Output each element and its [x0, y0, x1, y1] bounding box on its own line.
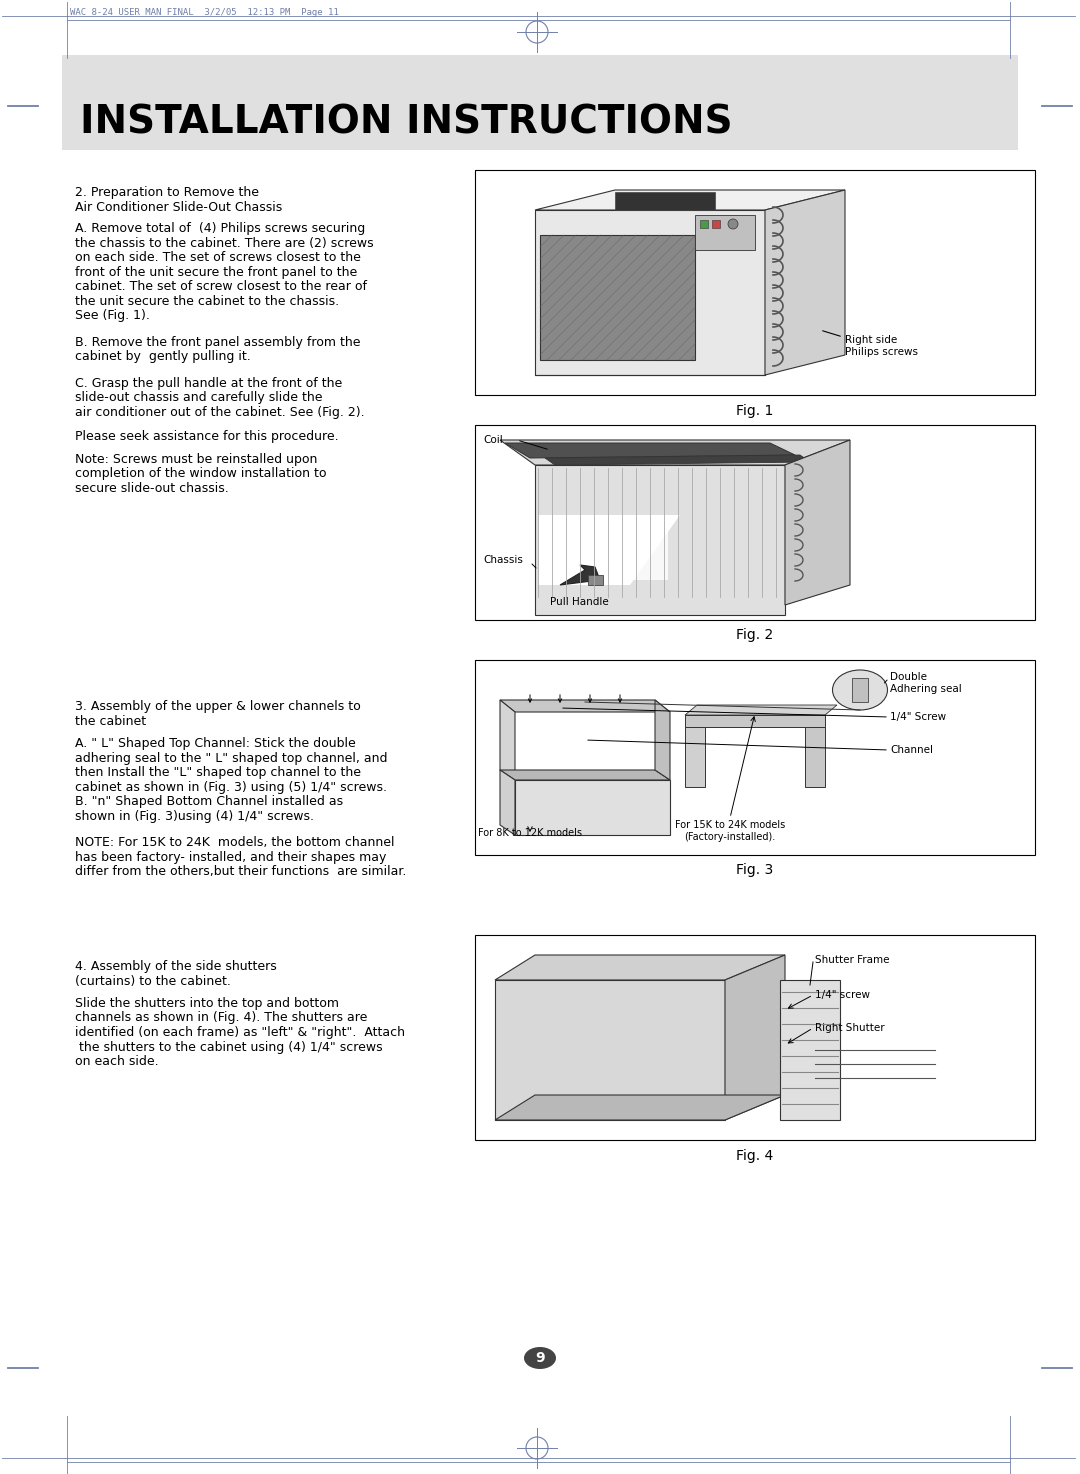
Bar — [805, 727, 825, 787]
Circle shape — [728, 220, 738, 228]
Text: completion of the window installation to: completion of the window installation to — [75, 467, 326, 481]
Text: Right Shutter: Right Shutter — [815, 1023, 885, 1033]
Polygon shape — [500, 769, 670, 780]
Text: Chassis: Chassis — [483, 556, 523, 565]
Polygon shape — [685, 705, 837, 715]
Polygon shape — [725, 955, 785, 1120]
Text: Right side
Philips screws: Right side Philips screws — [845, 335, 918, 357]
Text: (curtains) to the cabinet.: (curtains) to the cabinet. — [75, 974, 231, 988]
Text: A. Remove total of  (4) Philips screws securing: A. Remove total of (4) Philips screws se… — [75, 223, 365, 234]
Text: identified (on each frame) as "left" & "right".  Attach: identified (on each frame) as "left" & "… — [75, 1026, 405, 1039]
Text: 4. Assembly of the side shutters: 4. Assembly of the side shutters — [75, 960, 276, 973]
Text: Air Conditioner Slide-Out Chassis: Air Conditioner Slide-Out Chassis — [75, 200, 282, 214]
Text: air conditioner out of the cabinet. See (Fig. 2).: air conditioner out of the cabinet. See … — [75, 405, 365, 419]
Text: cabinet as shown in (Fig. 3) using (5) 1/4" screws.: cabinet as shown in (Fig. 3) using (5) 1… — [75, 781, 387, 793]
Text: 3. Assembly of the upper & lower channels to: 3. Assembly of the upper & lower channel… — [75, 700, 361, 713]
Text: secure slide-out chassis.: secure slide-out chassis. — [75, 482, 229, 494]
Text: For 8K to 12K models: For 8K to 12K models — [478, 828, 582, 839]
Polygon shape — [654, 700, 670, 780]
Bar — [535, 464, 785, 615]
Text: WAC 8-24 USER MAN FINAL  3/2/05  12:13 PM  Page 11: WAC 8-24 USER MAN FINAL 3/2/05 12:13 PM … — [70, 7, 339, 16]
Polygon shape — [495, 1095, 785, 1120]
Text: Channel: Channel — [890, 744, 933, 755]
Text: NOTE: For 15K to 24K  models, the bottom channel: NOTE: For 15K to 24K models, the bottom … — [75, 836, 394, 849]
Bar — [475, 935, 1035, 1139]
Bar — [540, 234, 696, 360]
Text: Fig. 1: Fig. 1 — [737, 404, 773, 419]
Text: adhering seal to the " L" shaped top channel, and: adhering seal to the " L" shaped top cha… — [75, 752, 388, 765]
Text: See (Fig. 1).: See (Fig. 1). — [75, 310, 150, 321]
Bar — [538, 520, 669, 579]
Text: the chassis to the cabinet. There are (2) screws: the chassis to the cabinet. There are (2… — [75, 236, 374, 249]
Polygon shape — [538, 514, 680, 585]
Polygon shape — [500, 769, 515, 834]
Bar — [62, 55, 1018, 150]
Bar — [780, 980, 840, 1120]
Polygon shape — [495, 955, 785, 980]
Text: on each side. The set of screws closest to the: on each side. The set of screws closest … — [75, 251, 361, 264]
Text: then Install the "L" shaped top channel to the: then Install the "L" shaped top channel … — [75, 766, 361, 778]
Text: cabinet. The set of screw closest to the rear of: cabinet. The set of screw closest to the… — [75, 280, 367, 293]
Text: Double
Adhering seal: Double Adhering seal — [890, 672, 962, 694]
Bar — [685, 715, 825, 727]
Bar — [696, 215, 755, 251]
Text: Pull Handle: Pull Handle — [550, 597, 609, 607]
Text: has been factory- installed, and their shapes may: has been factory- installed, and their s… — [75, 850, 387, 864]
Text: cabinet by  gently pulling it.: cabinet by gently pulling it. — [75, 349, 251, 363]
Bar — [685, 727, 705, 787]
Text: channels as shown in (Fig. 4). The shutters are: channels as shown in (Fig. 4). The shutt… — [75, 1011, 367, 1024]
Bar — [535, 209, 765, 374]
Bar — [475, 660, 1035, 855]
Text: the shutters to the cabinet using (4) 1/4" screws: the shutters to the cabinet using (4) 1/… — [75, 1041, 382, 1054]
Bar — [700, 220, 708, 228]
Text: B. "n" Shaped Bottom Channel installed as: B. "n" Shaped Bottom Channel installed a… — [75, 794, 343, 808]
Polygon shape — [515, 780, 670, 834]
Bar — [495, 980, 725, 1120]
Bar — [588, 575, 603, 585]
Text: A. " L" Shaped Top Channel: Stick the double: A. " L" Shaped Top Channel: Stick the do… — [75, 737, 355, 750]
Text: C. Grasp the pull handle at the front of the: C. Grasp the pull handle at the front of… — [75, 376, 342, 389]
Text: 1/4" Screw: 1/4" Screw — [890, 712, 946, 722]
Bar — [712, 220, 720, 228]
Ellipse shape — [524, 1347, 556, 1369]
Text: 9: 9 — [536, 1352, 544, 1365]
Text: Slide the shutters into the top and bottom: Slide the shutters into the top and bott… — [75, 996, 339, 1010]
Text: INSTALLATION INSTRUCTIONS: INSTALLATION INSTRUCTIONS — [80, 103, 732, 142]
Polygon shape — [500, 700, 670, 712]
Bar — [475, 170, 1035, 395]
Text: slide-out chassis and carefully slide the: slide-out chassis and carefully slide th… — [75, 391, 323, 404]
Text: Please seek assistance for this procedure.: Please seek assistance for this procedur… — [75, 430, 339, 444]
Text: Coil: Coil — [483, 435, 503, 445]
Text: Fig. 4: Fig. 4 — [737, 1150, 773, 1163]
Text: front of the unit secure the front panel to the: front of the unit secure the front panel… — [75, 265, 357, 279]
Polygon shape — [545, 455, 810, 464]
Polygon shape — [500, 441, 850, 464]
Text: Shutter Frame: Shutter Frame — [815, 955, 890, 965]
Text: Fig. 3: Fig. 3 — [737, 862, 773, 877]
Polygon shape — [505, 444, 795, 458]
Text: Fig. 2: Fig. 2 — [737, 628, 773, 643]
Text: 2. Preparation to Remove the: 2. Preparation to Remove the — [75, 186, 259, 199]
Text: shown in (Fig. 3)using (4) 1/4" screws.: shown in (Fig. 3)using (4) 1/4" screws. — [75, 809, 314, 822]
Text: the cabinet: the cabinet — [75, 715, 146, 728]
Text: For 15K to 24K models
(Factory-installed).: For 15K to 24K models (Factory-installed… — [675, 820, 785, 842]
Text: differ from the others,but their functions  are similar.: differ from the others,but their functio… — [75, 865, 406, 879]
Text: 1/4" screw: 1/4" screw — [815, 991, 870, 999]
Bar — [615, 192, 715, 209]
Text: B. Remove the front panel assembly from the: B. Remove the front panel assembly from … — [75, 336, 361, 348]
Polygon shape — [500, 700, 515, 780]
Polygon shape — [561, 565, 600, 585]
Text: the unit secure the cabinet to the chassis.: the unit secure the cabinet to the chass… — [75, 295, 339, 308]
Bar — [475, 425, 1035, 621]
Ellipse shape — [833, 671, 888, 710]
Text: Note: Screws must be reinstalled upon: Note: Screws must be reinstalled upon — [75, 453, 318, 466]
Polygon shape — [535, 190, 845, 209]
Polygon shape — [785, 441, 850, 604]
Polygon shape — [765, 190, 845, 374]
Bar — [852, 678, 868, 702]
Text: on each side.: on each side. — [75, 1055, 159, 1069]
